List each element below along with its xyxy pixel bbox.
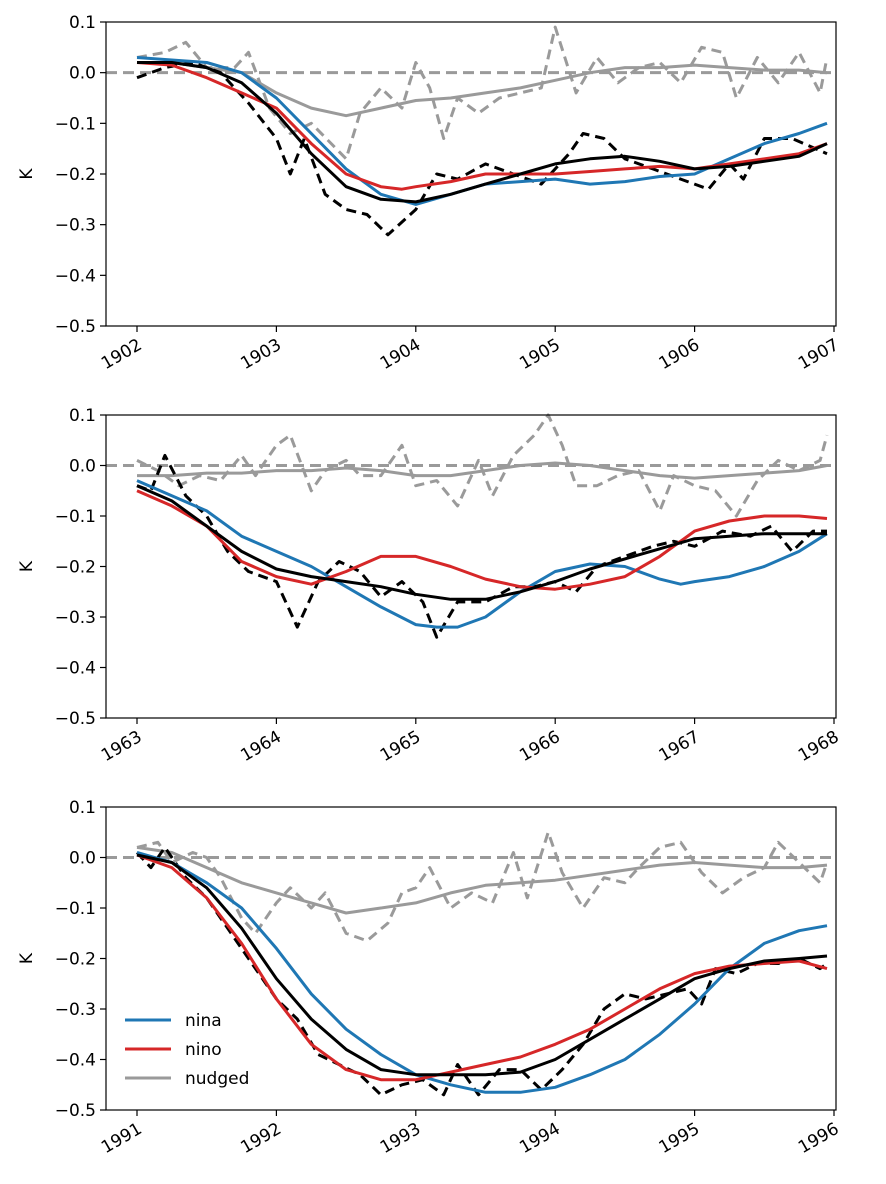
x-tick-label: 1968 (795, 727, 842, 766)
y-axis-label: K (17, 560, 37, 572)
x-tick-label: 1993 (377, 1119, 424, 1158)
y-tick-label: −0.4 (55, 266, 96, 286)
series-line-nudged-members (136, 830, 829, 943)
y-tick-label: −0.1 (55, 114, 96, 134)
x-tick-label: 1904 (377, 335, 424, 374)
series-line-nina (136, 479, 828, 629)
x-tick-label: 1992 (237, 1119, 284, 1158)
y-tick-label: 0.1 (69, 798, 96, 818)
y-axis-label: K (17, 952, 37, 964)
x-tick-label: 1905 (516, 335, 563, 374)
series-line-nudged (137, 61, 828, 118)
x-tick-label: 1991 (98, 1119, 145, 1158)
x-tick-label: 1903 (237, 335, 284, 374)
y-tick-label: 0.0 (69, 64, 96, 84)
y-tick-label: −0.5 (55, 1101, 96, 1121)
series-line-ensemble-mean (136, 853, 828, 1077)
series-line-ensemble-members (136, 453, 827, 639)
y-tick-label: −0.4 (55, 1051, 96, 1071)
legend-label-nina: nina (185, 1011, 222, 1031)
series-line-nina (136, 851, 828, 1094)
y-tick-label: 0.0 (69, 849, 96, 869)
y-tick-label: −0.2 (55, 558, 96, 578)
y-tick-label: −0.4 (55, 659, 96, 679)
plot-frame (105, 414, 837, 719)
series-line-nudged (137, 461, 828, 480)
x-tick-label: 1902 (98, 335, 145, 374)
y-tick-label: −0.3 (55, 1000, 96, 1020)
series-line-nudged (136, 845, 828, 915)
series-line-ensemble-mean (137, 61, 828, 204)
x-tick-label: 1963 (98, 727, 145, 766)
series-line-nudged-members (136, 25, 829, 161)
series-line-ensemble-members (136, 61, 828, 237)
x-tick-label: 1966 (516, 727, 563, 766)
y-tick-label: −0.5 (55, 317, 96, 337)
x-tick-label: 1994 (516, 1119, 563, 1158)
legend-label-nudged: nudged (185, 1069, 249, 1089)
x-tick-label: 1907 (795, 335, 842, 374)
x-tick-label: 1964 (237, 727, 284, 766)
y-tick-label: 0.1 (69, 13, 96, 33)
x-tick-label: 1995 (656, 1119, 703, 1158)
x-tick-label: 1996 (795, 1119, 842, 1158)
plot-frame (105, 806, 837, 1111)
legend-label-nino: nino (185, 1040, 222, 1060)
series-line-nina (136, 56, 828, 206)
y-tick-label: 0.1 (69, 406, 96, 426)
x-tick-label: 1967 (656, 727, 703, 766)
series-line-ensemble-members (135, 845, 828, 1097)
x-tick-label: 1965 (377, 727, 424, 766)
y-tick-label: −0.2 (55, 950, 96, 970)
series-line-ensemble-mean (136, 484, 827, 601)
series-line-nino (136, 853, 828, 1082)
y-tick-label: 0.0 (69, 457, 96, 477)
y-tick-label: −0.2 (55, 165, 96, 185)
y-tick-label: −0.1 (55, 507, 96, 527)
y-tick-label: −0.1 (55, 899, 96, 919)
y-axis-label: K (17, 168, 37, 180)
y-tick-label: −0.5 (55, 709, 96, 729)
series-line-nino (136, 489, 828, 591)
y-tick-label: −0.3 (55, 216, 96, 236)
y-tick-label: −0.3 (55, 608, 96, 628)
x-tick-label: 1906 (656, 335, 703, 374)
